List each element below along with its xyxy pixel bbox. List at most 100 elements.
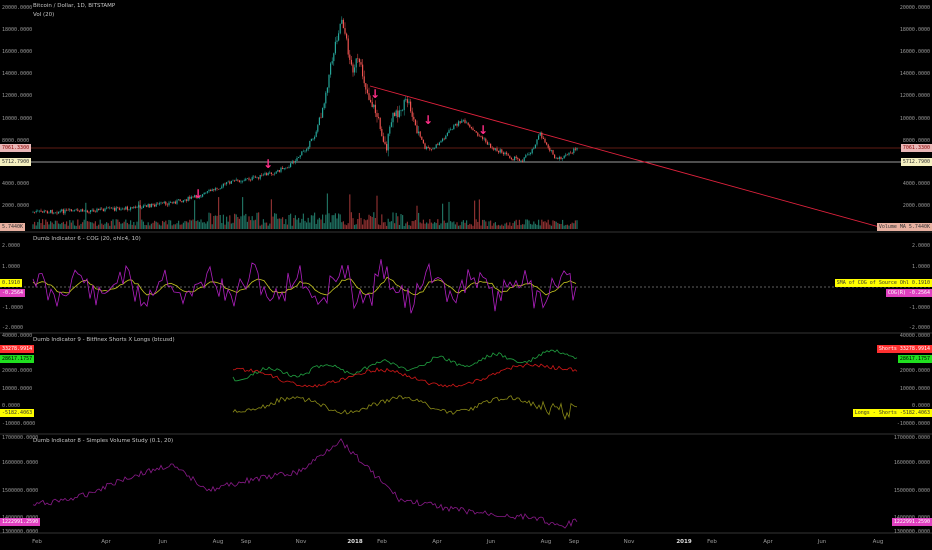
volume-bar — [555, 221, 557, 229]
volume-bar — [299, 222, 301, 229]
volume-bar — [200, 219, 202, 229]
candle-body — [571, 152, 573, 154]
candle-body — [530, 153, 532, 155]
volume-bar — [230, 223, 232, 229]
candle-body — [136, 207, 138, 208]
candle-body — [90, 210, 92, 213]
volume-bar — [306, 222, 308, 229]
candle-body — [515, 156, 517, 159]
volume-bar — [211, 224, 213, 229]
candle-body — [222, 183, 224, 187]
volume-bar — [163, 222, 165, 229]
volume-bar — [296, 219, 298, 229]
candle-body — [318, 117, 320, 126]
volume-bar — [275, 213, 277, 229]
volume-bar — [458, 225, 460, 229]
candle-body — [341, 19, 343, 24]
volume-bar — [355, 224, 357, 229]
volume-bar — [112, 219, 114, 229]
candle-body — [461, 120, 463, 123]
candle-body — [376, 113, 378, 117]
candle-body — [370, 99, 372, 102]
y-axis-tick: 4000.0000 — [2, 181, 30, 187]
volume-bar — [266, 222, 268, 229]
volume-bar — [88, 221, 90, 229]
y-axis-tick: 40000.0000 — [899, 333, 930, 339]
candle-body — [333, 53, 335, 62]
candle-body — [294, 161, 296, 163]
volume-bar — [446, 222, 448, 229]
volume-bar — [93, 223, 95, 229]
volume-bar — [322, 214, 324, 229]
volume-bar — [531, 224, 533, 229]
volume-study-badge-left: 1222991.2590 — [0, 518, 41, 526]
candle-body — [456, 123, 458, 126]
candle-body — [400, 110, 402, 111]
candle-body — [258, 177, 260, 179]
y-axis-tick: 12000.0000 — [2, 93, 33, 99]
volume-bar — [462, 220, 464, 229]
candle-body — [542, 137, 544, 139]
candle-body — [45, 210, 47, 212]
volume-bar — [350, 212, 352, 229]
candle-body — [88, 212, 90, 213]
volume-bar — [61, 222, 63, 229]
y-axis-tick: -2.0000 — [2, 325, 24, 331]
candle-body — [250, 179, 252, 181]
candle-body — [526, 154, 528, 156]
volume-bar — [155, 221, 157, 229]
candle-body — [397, 110, 399, 118]
volume-bar — [274, 213, 276, 229]
volume-bar — [90, 222, 92, 229]
y-axis-tick: 1.0000 — [911, 264, 930, 270]
volume-bar — [146, 225, 148, 229]
volume-bar — [488, 221, 490, 229]
volume-bar — [573, 223, 575, 229]
candle-body — [458, 121, 460, 126]
candle-body — [480, 135, 482, 137]
volume-bar — [106, 222, 108, 229]
candle-body — [317, 125, 319, 132]
volume-bar — [472, 225, 474, 229]
volume-bar — [94, 221, 96, 229]
candle-body — [384, 141, 386, 145]
volume-bar — [286, 224, 288, 229]
volume-bar — [349, 194, 351, 229]
volume-bar — [389, 221, 391, 229]
candle-body — [418, 131, 420, 134]
volume-bar — [238, 218, 240, 229]
candle-body — [482, 136, 484, 139]
volume-bar — [426, 222, 428, 229]
candle-body — [357, 58, 359, 60]
candle-body — [502, 152, 504, 155]
candle-body — [282, 167, 284, 170]
candle-body — [270, 172, 272, 174]
candle-body — [86, 210, 88, 213]
candle-body — [267, 173, 269, 176]
candle-body — [573, 148, 575, 154]
volume-bar — [390, 221, 392, 229]
candle-body — [128, 209, 130, 211]
candle-body — [226, 182, 228, 185]
candle-body — [392, 112, 394, 123]
candle-body — [40, 210, 42, 212]
candle-body — [501, 149, 503, 153]
volume-bar — [437, 219, 439, 229]
volume-bar — [461, 221, 463, 229]
resistance-trendline[interactable] — [369, 85, 891, 231]
volume-bar — [302, 213, 304, 229]
volume-bar — [243, 215, 245, 229]
candle-body — [549, 147, 551, 151]
volume-bar — [419, 222, 421, 229]
y-axis-tick: 18000.0000 — [899, 27, 930, 33]
x-axis-label: Aug — [540, 539, 552, 545]
volume-bar — [120, 223, 122, 229]
y-axis-tick: 10000.0000 — [2, 386, 33, 392]
candle-body — [194, 195, 196, 198]
candle-body — [566, 154, 568, 156]
volume-bar — [330, 222, 332, 229]
volume-bar — [326, 193, 328, 229]
candle-body — [286, 167, 288, 169]
volume-bar — [67, 225, 69, 229]
